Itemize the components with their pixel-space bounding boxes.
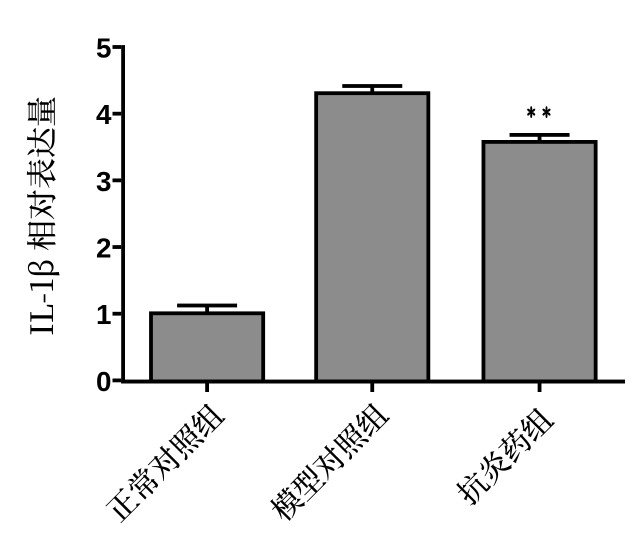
svg-text:2: 2 bbox=[96, 232, 111, 263]
svg-text:3: 3 bbox=[96, 166, 111, 197]
svg-text:4: 4 bbox=[96, 99, 112, 130]
svg-text:5: 5 bbox=[96, 32, 111, 63]
svg-text:0: 0 bbox=[96, 366, 111, 397]
svg-text:1: 1 bbox=[96, 299, 111, 330]
